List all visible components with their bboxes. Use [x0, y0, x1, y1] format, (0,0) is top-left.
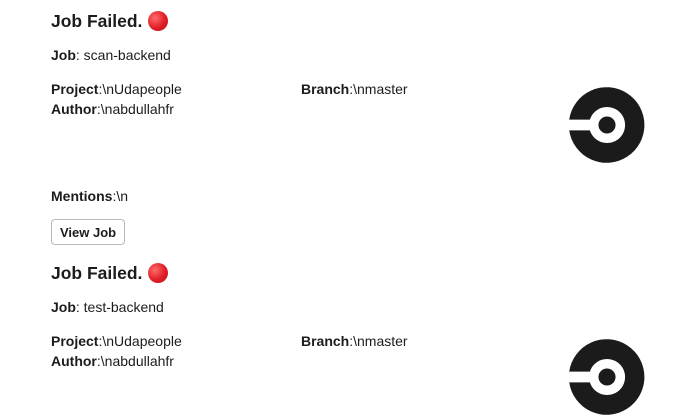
project-field: Project:\nUdapeople	[51, 79, 182, 99]
author-value: :\nabdullahfr	[96, 101, 174, 117]
branch-field: Branch:\nmaster	[301, 331, 408, 351]
job-value: : scan-backend	[75, 47, 171, 63]
mentions-field: Mentions:\n	[51, 186, 128, 206]
job-line: Job: scan-backend	[51, 45, 671, 65]
job-line: Job: test-backend	[51, 297, 671, 317]
branch-label: Branch	[301, 81, 350, 97]
job-failed-message-1: Job Failed. Job: scan-backend Project:\n…	[51, 8, 671, 245]
red-circle-icon	[148, 11, 169, 31]
project-label: Project	[51, 81, 99, 97]
title-text: Job Failed.	[51, 263, 143, 283]
job-fields: Project:\nUdapeople Author:\nabdullahfr …	[51, 79, 671, 119]
author-field: Author:\nabdullahfr	[51, 99, 174, 119]
job-failed-message-2: Job Failed. Job: test-backend Project:\n…	[51, 260, 671, 371]
author-label: Author	[51, 101, 97, 117]
circleci-logo-icon	[569, 87, 645, 163]
project-label: Project	[51, 333, 99, 349]
message-title: Job Failed.	[51, 8, 671, 34]
author-field: Author:\nabdullahfr	[51, 351, 174, 371]
job-label: Job	[51, 299, 76, 315]
red-circle-icon	[148, 263, 169, 283]
title-text: Job Failed.	[51, 11, 143, 31]
branch-value: :\nmaster	[349, 81, 408, 97]
job-label: Job	[51, 47, 76, 63]
branch-value: :\nmaster	[349, 333, 408, 349]
job-value: : test-backend	[75, 299, 164, 315]
branch-field: Branch:\nmaster	[301, 79, 408, 99]
message-title: Job Failed.	[51, 260, 671, 286]
mentions-value: :\n	[112, 188, 129, 204]
project-field: Project:\nUdapeople	[51, 331, 182, 351]
author-value: :\nabdullahfr	[96, 353, 174, 369]
mentions-label: Mentions	[51, 188, 113, 204]
branch-label: Branch	[301, 333, 350, 349]
view-job-button[interactable]: View Job	[51, 219, 126, 245]
project-value: :\nUdapeople	[98, 333, 182, 349]
job-fields: Project:\nUdapeople Author:\nabdullahfr …	[51, 331, 671, 371]
circleci-logo-icon	[569, 339, 645, 415]
author-label: Author	[51, 353, 97, 369]
project-value: :\nUdapeople	[98, 81, 182, 97]
